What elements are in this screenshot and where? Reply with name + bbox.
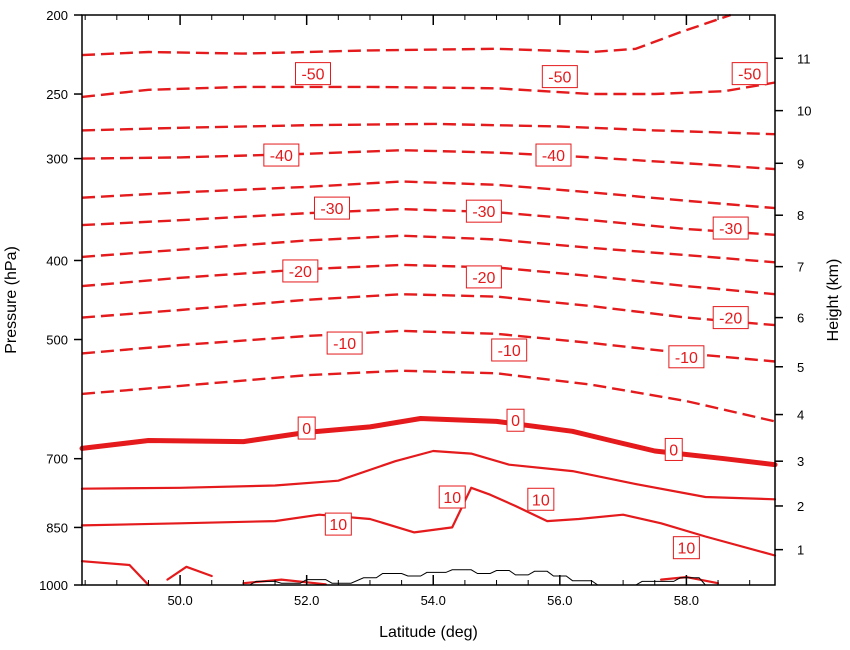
contour-label-box-7 [712, 216, 749, 240]
contour-line-10 [81, 369, 776, 423]
y-tick-label-3: 400 [46, 253, 68, 268]
contour-label-box-9 [465, 265, 502, 289]
contour-label-box-5 [313, 196, 350, 220]
contour-label-6: -30 [472, 204, 495, 221]
contour-label-box-11 [326, 331, 363, 355]
contour-label-7: -30 [719, 221, 742, 238]
contour-label-box-15 [506, 408, 525, 432]
x-tick-label-0: 50.0 [167, 593, 192, 608]
contour-label-20: 10 [677, 541, 695, 558]
contour-line-13 [80, 486, 777, 557]
x-axis-title: Latitude (deg) [379, 624, 478, 641]
contour-label-box-14 [297, 416, 316, 440]
contour-label-box-17 [324, 512, 352, 536]
contour-line-12 [80, 449, 777, 501]
contour-label-box-13 [668, 345, 705, 369]
contour-line-1 [81, 81, 776, 99]
contour-label-1: -50 [548, 70, 571, 87]
contour-line-0 [81, 13, 732, 57]
contour-label-15: 0 [511, 413, 520, 430]
contour-label-box-20 [672, 536, 700, 560]
contour-label-box-12 [491, 338, 528, 362]
y-tick-label-0: 200 [46, 8, 68, 23]
contour-label-3: -40 [270, 148, 293, 165]
contour-labels: -50 -50 -50 -40 -40 -30 -30 -30 -20 -20 -20 -10 -10 -… [263, 62, 768, 560]
y-tick-label-7: 1000 [39, 578, 68, 593]
contour-lines [79, 13, 778, 587]
contour-label-8: -20 [289, 264, 312, 281]
y2-tick-label-5: 6 [797, 311, 804, 326]
contour-label-10: -20 [719, 311, 742, 328]
contour-label-17: 10 [329, 517, 347, 534]
contour-label-box-19 [527, 487, 555, 511]
contour-label-12: -10 [498, 343, 521, 360]
x-tick-label-4: 58.0 [674, 593, 699, 608]
contour-label-box-4 [535, 143, 572, 167]
contour-label-box-10 [712, 306, 749, 330]
y2-tick-label-8: 9 [797, 156, 804, 171]
contour-label-4: -40 [542, 148, 565, 165]
y-axis-ticks: 200 250 300 400 500 700 850 1000 [39, 8, 82, 593]
y2-tick-label-9: 10 [797, 104, 811, 119]
y2-tick-label-6: 7 [797, 260, 804, 275]
x-tick-label-3: 56.0 [547, 593, 572, 608]
contour-label-16: 0 [669, 442, 678, 459]
contour-label-9: -20 [472, 270, 495, 287]
contour-line-4 [81, 180, 776, 210]
plot-frame [81, 14, 776, 586]
y2-axis-title: Height (km) [825, 259, 842, 342]
contour-line-7 [81, 263, 776, 296]
y-tick-label-2: 300 [46, 152, 68, 167]
contour-label-box-6 [465, 199, 502, 223]
contour-line-3 [81, 149, 776, 171]
contour-label-box-16 [664, 437, 683, 461]
y2-tick-label-2: 3 [797, 454, 804, 469]
contour-line-15 [166, 565, 213, 581]
contour-label-13: -10 [675, 350, 698, 367]
contour-label-box-2 [731, 62, 768, 86]
contour-label-0: -50 [301, 67, 324, 84]
contour-line-2 [81, 122, 776, 136]
y2-tick-label-10: 11 [797, 51, 811, 66]
x-axis-ticks: 50.0 52.0 54.0 56.0 58.0 [84, 15, 751, 608]
contour-line-8 [81, 293, 776, 327]
contour-line-16 [242, 578, 327, 586]
y-tick-label-6: 850 [46, 520, 68, 535]
contour-line-5 [81, 207, 776, 236]
y2-tick-label-7: 8 [797, 208, 804, 223]
contour-label-5: -30 [320, 201, 343, 218]
y2-tick-label-0: 1 [797, 543, 804, 558]
contour-label-11: -10 [333, 336, 356, 353]
contour-label-box-3 [263, 143, 300, 167]
x-tick-label-2: 54.0 [421, 593, 446, 608]
y2-tick-label-4: 5 [797, 360, 804, 375]
y2-axis-ticks: 1 2 3 4 5 6 7 8 9 10 11 [775, 51, 811, 558]
contour-line-14 [80, 560, 150, 587]
x-tick-label-1: 52.0 [294, 593, 319, 608]
contour-label-14: 0 [302, 421, 311, 438]
contour-label-box-18 [438, 485, 466, 509]
contour-line-6 [81, 234, 776, 264]
contour-label-18: 10 [443, 490, 461, 507]
contour-label-box-0 [295, 62, 331, 86]
y-tick-label-1: 250 [46, 87, 68, 102]
contour-label-19: 10 [532, 492, 550, 509]
contour-label-box-1 [541, 65, 578, 89]
contour-label-2: -50 [738, 67, 761, 84]
y-tick-label-4: 500 [46, 333, 68, 348]
y2-tick-label-1: 2 [797, 499, 804, 514]
y2-tick-label-3: 4 [797, 408, 804, 423]
y-tick-label-5: 700 [46, 452, 68, 467]
y-axis-title: Pressure (hPa) [3, 246, 20, 354]
contour-label-box-8 [282, 259, 319, 283]
